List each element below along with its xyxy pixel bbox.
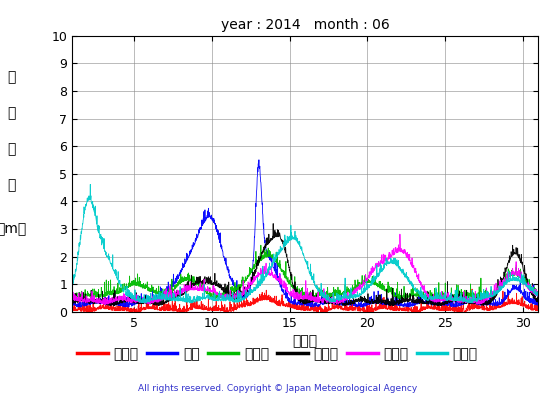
Title: year : 2014   month : 06: year : 2014 month : 06: [221, 18, 390, 32]
Text: （m）: （m）: [0, 222, 26, 236]
Text: All rights reserved. Copyright © Japan Meteorological Agency: All rights reserved. Copyright © Japan M…: [138, 384, 417, 393]
X-axis label: （日）: （日）: [292, 334, 318, 348]
Text: 高: 高: [7, 178, 16, 192]
Legend: 上ノ国, 唐桑, 石廊崎, 経ヶ岬, 生月島, 屋久島: 上ノ国, 唐桑, 石廊崎, 経ヶ岬, 生月島, 屋久島: [72, 341, 483, 366]
Text: 有: 有: [7, 70, 16, 84]
Text: 義: 義: [7, 106, 16, 120]
Text: 波: 波: [7, 142, 16, 156]
